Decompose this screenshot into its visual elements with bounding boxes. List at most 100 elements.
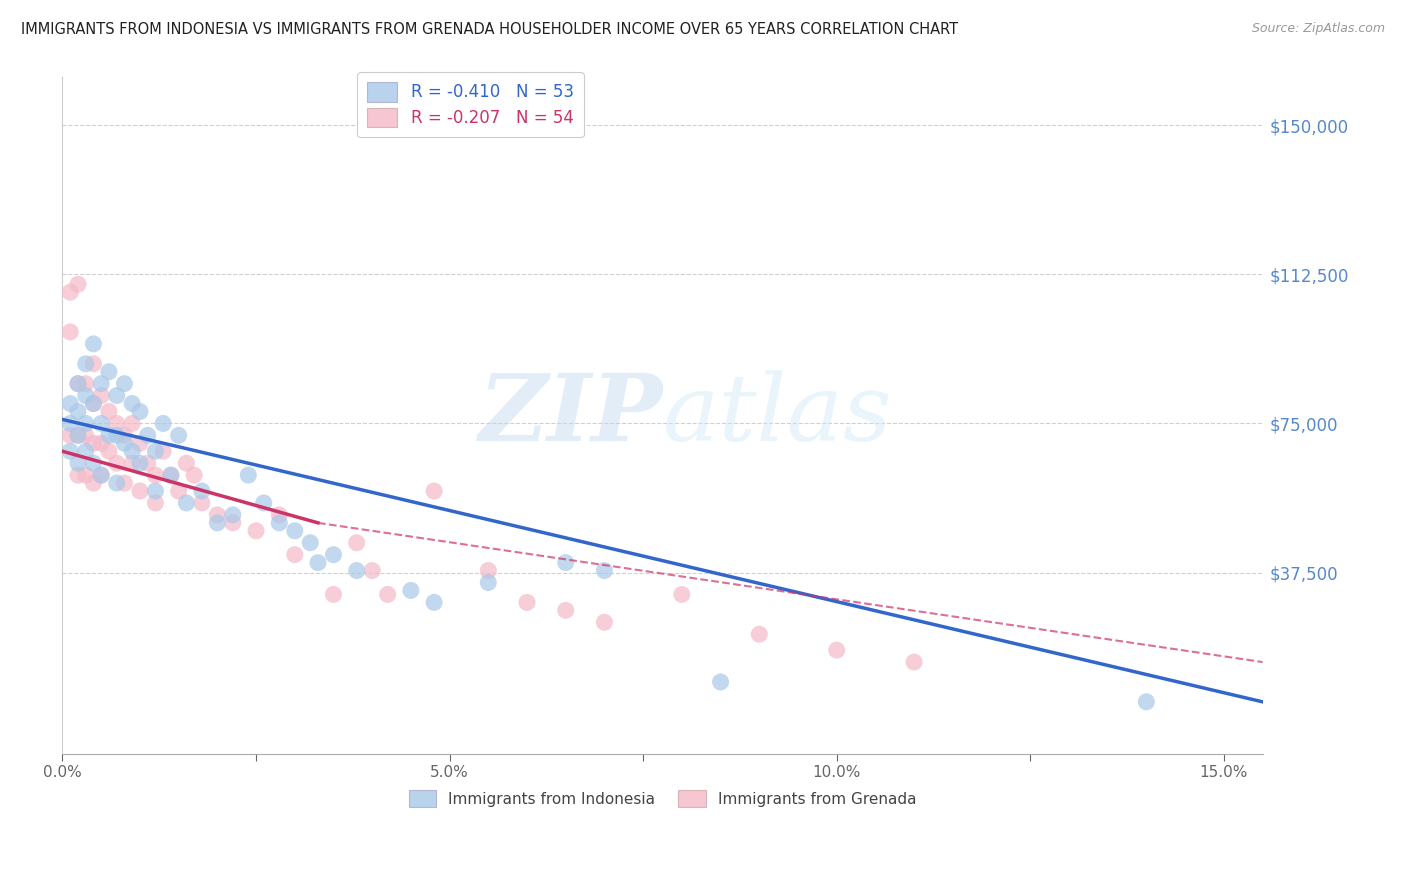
Point [554,603,576,617]
Point [97,404,120,418]
Point [59,417,82,431]
Point [75,417,97,431]
Point [112,476,135,491]
Point [825,643,848,657]
Point [145,444,167,458]
Point [90,388,112,402]
Point [97,428,120,442]
Point [105,456,128,470]
Point [269,516,291,530]
Point [112,428,135,442]
Point [191,483,214,498]
Point [903,655,925,669]
Point [82,396,104,410]
Point [748,627,770,641]
Point [307,556,329,570]
Point [516,595,538,609]
Point [322,587,344,601]
Point [176,456,198,470]
Point [129,436,152,450]
Point [75,468,97,483]
Point [346,564,368,578]
Point [709,674,731,689]
Point [176,496,198,510]
Point [477,564,499,578]
Text: IMMIGRANTS FROM INDONESIA VS IMMIGRANTS FROM GRENADA HOUSEHOLDER INCOME OVER 65 : IMMIGRANTS FROM INDONESIA VS IMMIGRANTS … [21,22,959,37]
Point [593,564,616,578]
Point [66,404,89,418]
Point [423,483,446,498]
Text: atlas: atlas [662,370,891,460]
Legend: Immigrants from Indonesia, Immigrants from Grenada: Immigrants from Indonesia, Immigrants fr… [402,783,922,814]
Point [160,468,183,483]
Point [322,548,344,562]
Point [121,417,143,431]
Point [90,417,112,431]
Point [105,476,128,491]
Point [66,277,89,292]
Point [82,436,104,450]
Point [222,508,245,522]
Point [399,583,422,598]
Point [75,444,97,458]
Point [59,444,82,458]
Point [152,444,174,458]
Point [136,428,159,442]
Point [82,456,104,470]
Point [253,496,276,510]
Point [75,357,97,371]
Point [129,404,152,418]
Point [238,468,260,483]
Point [121,456,143,470]
Point [82,357,104,371]
Point [82,476,104,491]
Point [183,468,205,483]
Point [145,468,167,483]
Point [75,376,97,391]
Point [97,444,120,458]
Point [90,468,112,483]
Point [167,428,190,442]
Point [593,615,616,630]
Point [191,496,214,510]
Point [66,468,89,483]
Point [90,436,112,450]
Point [59,396,82,410]
Point [671,587,693,601]
Point [136,456,159,470]
Point [59,325,82,339]
Point [129,456,152,470]
Point [90,468,112,483]
Point [284,548,307,562]
Point [160,468,183,483]
Point [59,285,82,300]
Point [66,428,89,442]
Point [346,535,368,549]
Point [477,575,499,590]
Point [377,587,399,601]
Point [554,556,576,570]
Point [361,564,384,578]
Point [59,428,82,442]
Point [112,436,135,450]
Point [75,388,97,402]
Text: ZIP: ZIP [478,370,662,460]
Point [207,508,229,522]
Point [222,516,245,530]
Point [207,516,229,530]
Point [423,595,446,609]
Point [284,524,307,538]
Point [82,396,104,410]
Point [152,417,174,431]
Point [112,376,135,391]
Point [66,428,89,442]
Point [145,483,167,498]
Point [105,388,128,402]
Point [167,483,190,498]
Point [1135,695,1157,709]
Point [66,376,89,391]
Point [66,456,89,470]
Point [97,365,120,379]
Point [121,396,143,410]
Point [121,444,143,458]
